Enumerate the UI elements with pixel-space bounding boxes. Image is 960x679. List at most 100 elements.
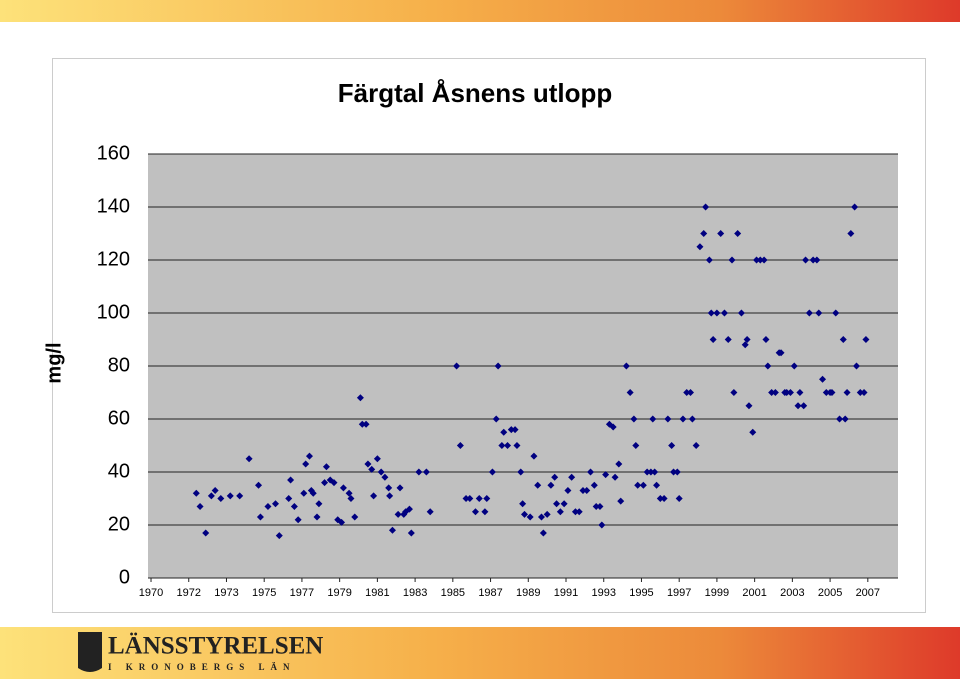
x-tick-label: 2001 <box>742 587 766 599</box>
data-point <box>815 309 823 317</box>
data-point <box>494 362 502 370</box>
data-point <box>862 336 870 343</box>
data-point <box>800 402 808 410</box>
data-point <box>743 336 751 343</box>
data-point <box>598 521 606 529</box>
data-point <box>813 256 821 264</box>
data-point <box>294 516 302 524</box>
data-point <box>847 230 855 237</box>
data-point <box>592 502 600 510</box>
data-point <box>364 460 372 468</box>
data-point <box>828 389 836 396</box>
y-tick-label: 0 <box>119 566 130 588</box>
logo: LÄNSSTYRELSEN I KRONOBERGS LÄN <box>78 632 323 672</box>
data-point <box>513 442 521 449</box>
data-point <box>626 389 634 396</box>
data-point <box>483 495 491 502</box>
data-point <box>724 336 732 343</box>
data-point <box>794 402 802 410</box>
x-tick-label: 2007 <box>856 587 880 599</box>
data-point <box>632 442 640 449</box>
data-point <box>587 468 595 476</box>
y-tick-label: 140 <box>97 195 130 217</box>
data-point <box>256 513 264 521</box>
data-point <box>345 489 353 497</box>
data-point <box>211 487 219 495</box>
data-point <box>275 532 283 540</box>
data-point <box>388 526 396 534</box>
x-tick-label: 1975 <box>252 587 276 599</box>
data-point <box>245 455 253 463</box>
data-point <box>471 508 479 516</box>
data-point <box>492 415 500 423</box>
data-point <box>771 389 779 396</box>
data-point <box>819 375 827 383</box>
data-point <box>741 341 749 349</box>
data-point <box>832 309 840 317</box>
data-point <box>521 510 529 518</box>
data-point <box>370 492 378 500</box>
data-point <box>368 465 376 473</box>
data-point <box>856 389 864 396</box>
data-point <box>660 495 668 502</box>
data-point <box>783 389 791 396</box>
data-point <box>315 500 323 508</box>
data-point <box>481 508 489 516</box>
data-point <box>664 415 672 423</box>
data-point <box>713 309 721 317</box>
data-point <box>745 402 753 410</box>
data-point <box>226 492 234 500</box>
data-point <box>675 495 683 502</box>
data-point <box>264 502 272 510</box>
data-point <box>519 500 527 508</box>
data-point <box>356 394 364 402</box>
data-point <box>836 415 844 423</box>
data-point <box>285 495 293 502</box>
data-point <box>338 518 346 526</box>
x-tick-label: 1979 <box>327 587 351 599</box>
data-point <box>692 442 700 449</box>
x-tick-label: 1997 <box>667 587 691 599</box>
x-tick-label: 1991 <box>554 587 578 599</box>
data-point <box>537 513 545 521</box>
data-point <box>762 336 770 343</box>
data-point <box>630 415 638 423</box>
data-point <box>405 505 413 513</box>
x-tick-label: 1977 <box>290 587 314 599</box>
data-point <box>217 495 225 502</box>
data-point <box>322 463 330 471</box>
y-axis-label: mg/l <box>43 342 65 383</box>
data-point <box>841 415 849 423</box>
data-point <box>192 489 200 497</box>
x-tick-label: 1983 <box>403 587 427 599</box>
data-point <box>207 492 215 500</box>
data-point <box>272 500 280 508</box>
data-point <box>843 389 851 396</box>
data-point <box>709 336 717 343</box>
data-point <box>422 468 430 476</box>
data-point <box>511 426 519 434</box>
data-point <box>300 489 308 497</box>
data-point <box>321 479 329 487</box>
data-point <box>504 442 512 449</box>
data-point <box>777 349 785 357</box>
data-point <box>287 476 295 484</box>
data-point <box>556 508 564 516</box>
data-point <box>683 389 691 396</box>
y-tick-label: 40 <box>108 460 130 482</box>
data-point <box>305 452 313 460</box>
data-point <box>756 256 764 264</box>
data-point <box>687 389 695 396</box>
y-tick-label: 60 <box>108 407 130 429</box>
data-point <box>539 529 547 537</box>
data-point <box>596 502 604 510</box>
data-point <box>415 468 423 476</box>
data-point <box>679 415 687 423</box>
data-point <box>615 460 623 468</box>
data-point <box>488 468 496 476</box>
data-point <box>313 513 321 521</box>
data-point <box>351 513 359 521</box>
data-point <box>802 256 810 264</box>
data-point <box>347 495 355 502</box>
data-point <box>860 389 868 396</box>
